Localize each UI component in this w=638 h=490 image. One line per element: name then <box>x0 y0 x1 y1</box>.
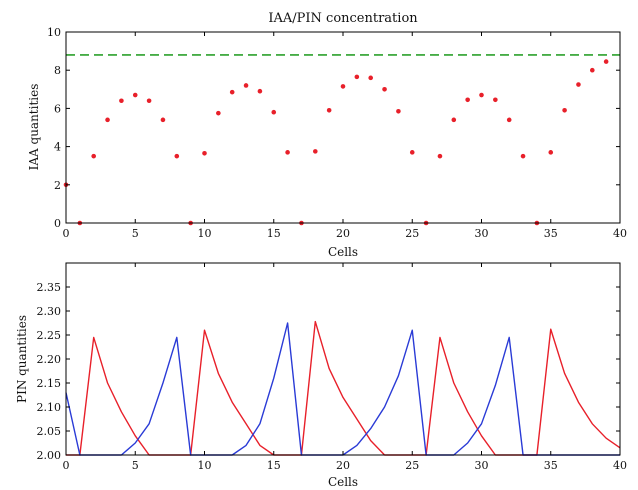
iaa-data-point <box>146 98 152 104</box>
iaa-y-axis: 0 2 4 6 8 10 <box>47 26 620 230</box>
pin-y-tick-label: 2.30 <box>37 305 62 318</box>
pin-series-line-red <box>66 320 621 456</box>
pin-x-tick-label: 25 <box>405 459 419 472</box>
iaa-data-point <box>119 98 124 104</box>
iaa-data-point <box>326 108 332 113</box>
iaa-data-point <box>562 108 567 113</box>
pin-x-tick-label: 10 <box>198 459 212 472</box>
iaa-x-tick-label: 25 <box>405 227 419 240</box>
iaa-data-point <box>603 59 609 64</box>
pin-y-tick-label: 2.25 <box>37 329 62 342</box>
pin-series-line-blue <box>65 322 620 456</box>
iaa-data-point <box>271 109 277 115</box>
iaa-data-point <box>520 153 526 159</box>
iaa-data-point <box>257 88 263 94</box>
iaa-data-point <box>354 74 360 80</box>
pin-x-tick-label: 5 <box>132 459 139 472</box>
iaa-data-point <box>368 75 374 81</box>
iaa-data-point <box>105 117 110 123</box>
pin-x-tick-label: 15 <box>267 459 281 472</box>
pin-y-axis-label: PIN quantities <box>15 315 29 403</box>
iaa-data-point <box>493 97 498 103</box>
iaa-data-point <box>132 92 138 98</box>
iaa-data-point <box>451 117 457 123</box>
iaa-data-point <box>243 83 249 88</box>
pin-y-axis: 2.00 2.05 2.10 2.15 2.20 2.25 2.30 2.35 <box>37 281 620 462</box>
pin-y-tick-label: 2.20 <box>37 353 62 366</box>
pin-x-tick-label: 0 <box>63 459 70 472</box>
iaa-data-point <box>576 82 581 87</box>
iaa-data-point <box>396 108 401 114</box>
pin-y-tick-label: 2.00 <box>37 449 62 462</box>
pin-x-tick-label: 40 <box>613 459 627 472</box>
iaa-data-point <box>313 149 318 154</box>
pin-x-tick-label: 35 <box>544 459 558 472</box>
iaa-data-point <box>229 89 235 95</box>
iaa-x-tick-label: 40 <box>613 227 627 240</box>
iaa-data-point <box>91 153 96 159</box>
pin-y-tick-label: 2.15 <box>37 377 62 390</box>
iaa-data-point <box>409 150 415 155</box>
iaa-data-point <box>437 153 443 159</box>
chart-title: IAA/PIN concentration <box>268 11 418 26</box>
iaa-y-axis-label: IAA quantities <box>27 84 41 171</box>
pin-x-tick-label: 30 <box>475 459 489 472</box>
iaa-data-point <box>160 117 166 123</box>
iaa-chart: IAA/PIN concentration 0 5 10 15 20 25 30 35 40 0… <box>27 11 627 259</box>
iaa-data-point <box>340 84 346 89</box>
iaa-data-point <box>202 150 207 156</box>
pin-y-tick-label: 2.05 <box>37 425 62 438</box>
iaa-x-tick-label: 5 <box>132 227 139 240</box>
iaa-plot-area <box>63 54 620 226</box>
iaa-x-axis: 0 5 10 15 20 25 30 35 40 <box>63 32 627 240</box>
iaa-plot-frame <box>65 31 621 224</box>
pin-x-axis: 0 5 10 15 20 25 30 35 40 <box>63 263 627 472</box>
pin-y-tick-label: 2.35 <box>37 281 62 294</box>
iaa-data-point <box>506 117 512 123</box>
iaa-data-point <box>548 150 554 155</box>
iaa-data-point <box>479 92 484 98</box>
iaa-data-point <box>216 110 221 116</box>
iaa-data-point <box>465 97 470 103</box>
iaa-x-axis-label: Cells <box>328 245 358 259</box>
iaa-y-tick-label: 8 <box>54 64 61 77</box>
iaa-y-tick-label: 4 <box>54 141 61 154</box>
iaa-data-point <box>590 67 595 73</box>
iaa-x-tick-label: 0 <box>63 227 70 240</box>
iaa-data-point <box>382 87 387 92</box>
iaa-data-point <box>285 150 290 155</box>
iaa-x-tick-label: 20 <box>336 227 350 240</box>
iaa-data-point <box>174 153 180 159</box>
iaa-x-tick-label: 15 <box>267 227 281 240</box>
iaa-y-tick-label: 10 <box>47 26 61 39</box>
pin-plot-frame <box>65 262 621 456</box>
iaa-y-tick-label: 6 <box>54 102 61 115</box>
iaa-x-tick-label: 30 <box>475 227 489 240</box>
iaa-y-tick-label: 0 <box>54 217 61 230</box>
iaa-x-tick-label: 10 <box>198 227 212 240</box>
iaa-x-tick-label: 35 <box>544 227 558 240</box>
pin-chart: 0 5 10 15 20 25 30 35 40 2.00 2.05 2.10 2.15 2.20 2.2… <box>15 262 627 489</box>
iaa-y-tick-label: 2 <box>54 179 61 192</box>
pin-x-axis-label: Cells <box>328 475 358 489</box>
pin-plot-area <box>65 320 621 456</box>
pin-y-tick-label: 2.10 <box>37 401 62 414</box>
pin-x-tick-label: 20 <box>336 459 350 472</box>
